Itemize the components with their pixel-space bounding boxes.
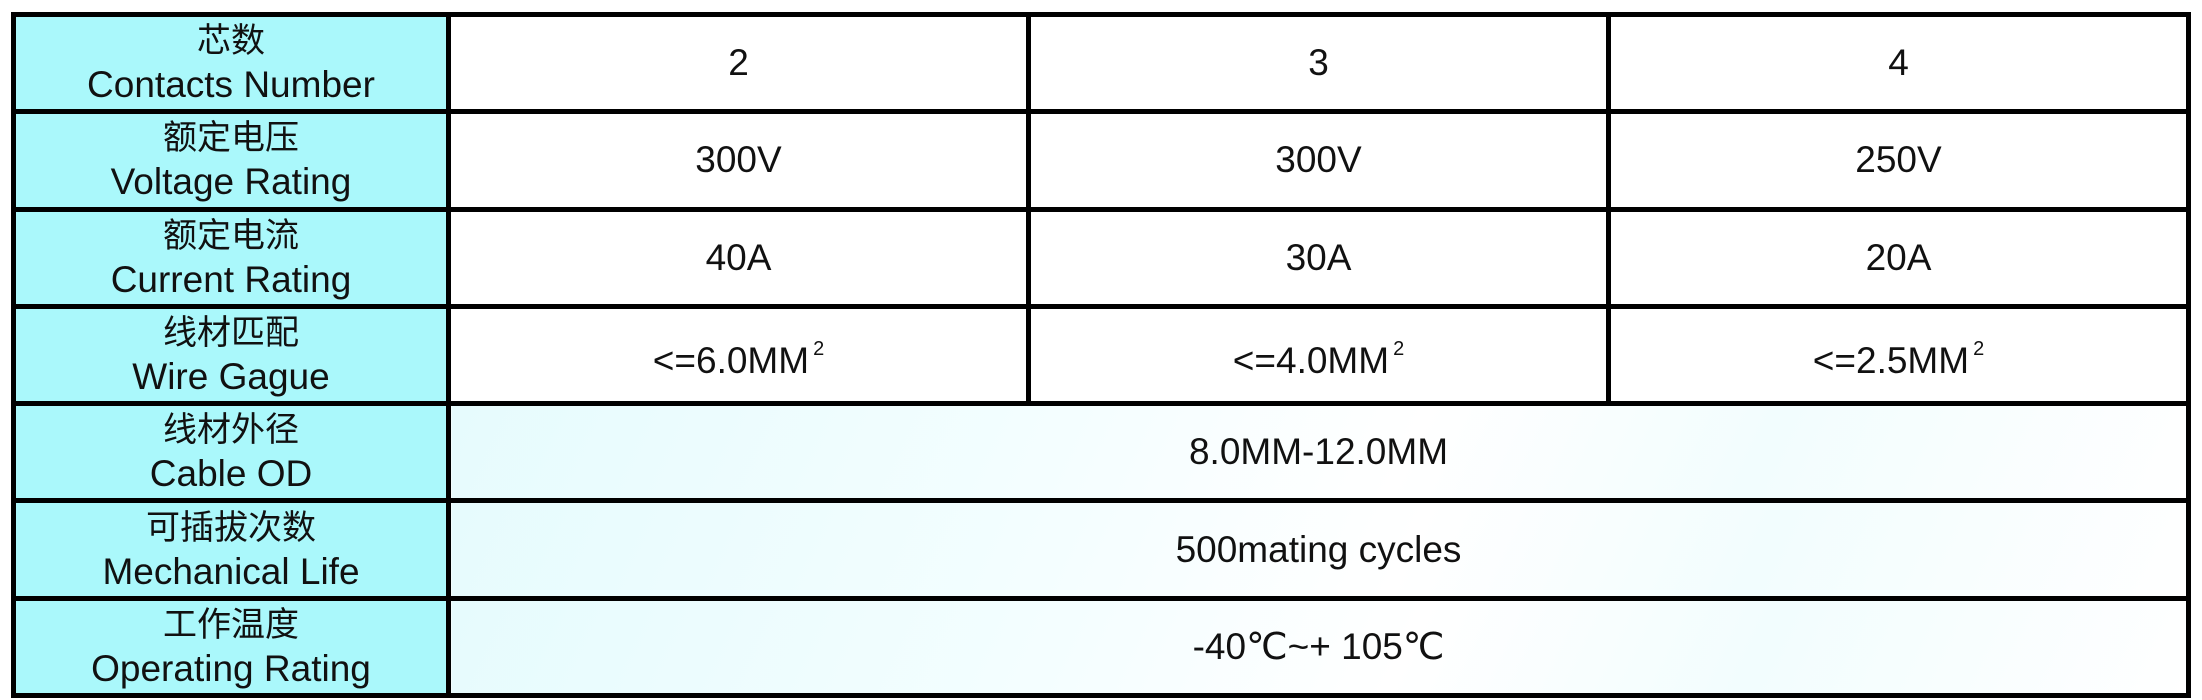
label-en: Wire Gague xyxy=(132,355,330,397)
cell: <=2.5MM 2 xyxy=(1606,303,2191,407)
cell: -40℃~+ 105℃ xyxy=(446,595,2191,699)
cell: 250V xyxy=(1606,109,2191,212)
cell: 300V xyxy=(1026,109,1611,212)
cell: 4 xyxy=(1606,11,2191,115)
label-cn: 可插拔次数 xyxy=(146,507,316,548)
cell-value: <=6.0MM xyxy=(652,339,810,381)
cell: 2 xyxy=(446,11,1031,115)
superscript: 2 xyxy=(813,337,825,360)
cell: 500mating cycles xyxy=(446,498,2191,601)
row-label: 额定电压 Voltage Rating xyxy=(11,109,451,212)
spec-table: 芯数 Contacts Number 2 3 4 额定电压 Voltage Rati… xyxy=(11,11,2191,699)
label-cn: 工作温度 xyxy=(163,604,299,645)
table-row: 额定电压 Voltage Rating 300V 300V 250V xyxy=(11,109,2191,212)
label-cn: 额定电流 xyxy=(163,215,299,256)
row-label: 线材外径 Cable OD xyxy=(11,401,451,504)
cell: 8.0MM-12.0MM xyxy=(446,401,2191,504)
row-label: 线材匹配 Wire Gague xyxy=(11,303,451,407)
superscript: 2 xyxy=(1393,337,1405,360)
label-en: Cable OD xyxy=(149,453,313,495)
label-en: Contacts Number xyxy=(87,64,375,106)
cell: 30A xyxy=(1026,206,1611,309)
label-cn: 芯数 xyxy=(197,21,265,62)
row-label: 额定电流 Current Rating xyxy=(11,206,451,309)
table-row: 可插拔次数 Mechanical Life 500mating cycles xyxy=(11,498,2191,601)
label-en: Current Rating xyxy=(110,258,352,300)
label-en: Mechanical Life xyxy=(102,550,360,592)
table-row: 额定电流 Current Rating 40A 30A 20A xyxy=(11,206,2191,309)
superscript: 2 xyxy=(1973,337,1985,360)
label-en: Voltage Rating xyxy=(110,161,352,203)
row-label: 可插拔次数 Mechanical Life xyxy=(11,498,451,601)
table-row: 线材匹配 Wire Gague <=6.0MM 2 <=4.0MM 2 <=2.5MM… xyxy=(11,303,2191,407)
table-row: 工作温度 Operating Rating -40℃~+ 105℃ xyxy=(11,595,2191,699)
label-cn: 线材匹配 xyxy=(163,312,299,353)
label-en: Operating Rating xyxy=(91,647,371,689)
label-cn: 额定电压 xyxy=(163,118,299,159)
label-cn: 线材外径 xyxy=(163,410,299,451)
row-label: 工作温度 Operating Rating xyxy=(11,595,451,699)
cell: 3 xyxy=(1026,11,1611,115)
cell: 300V xyxy=(446,109,1031,212)
cell: <=6.0MM 2 xyxy=(446,303,1031,407)
table-row: 芯数 Contacts Number 2 3 4 xyxy=(11,11,2191,115)
cell: 40A xyxy=(446,206,1031,309)
cell: <=4.0MM 2 xyxy=(1026,303,1611,407)
row-label: 芯数 Contacts Number xyxy=(11,11,451,115)
cell: 20A xyxy=(1606,206,2191,309)
cell-value: <=2.5MM xyxy=(1812,339,1970,381)
table-row: 线材外径 Cable OD 8.0MM-12.0MM xyxy=(11,401,2191,504)
cell-value: <=4.0MM xyxy=(1232,339,1390,381)
